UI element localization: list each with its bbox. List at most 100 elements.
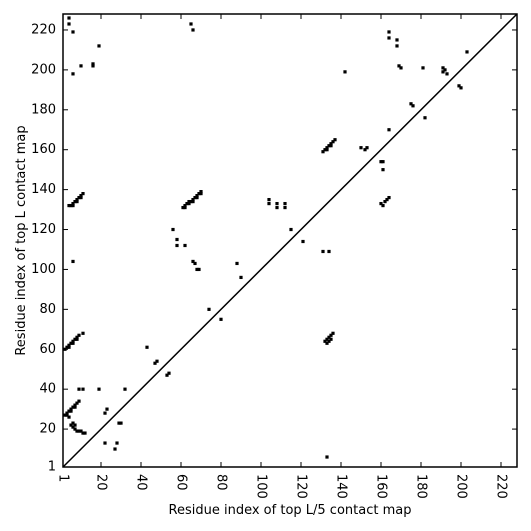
contact-point-upper xyxy=(465,50,469,54)
contact-point-upper xyxy=(195,195,199,200)
contact-point-upper xyxy=(385,197,389,202)
contact-point-upper xyxy=(81,192,85,196)
contact-point-upper xyxy=(79,194,83,198)
contact-point-upper xyxy=(185,201,189,206)
contact-point-lower xyxy=(83,431,87,435)
contact-point-lower xyxy=(77,333,81,337)
contact-point-lower xyxy=(71,421,75,425)
y-tick-label: 100 xyxy=(31,262,56,277)
contact-point-upper xyxy=(333,138,337,142)
contact-point-upper xyxy=(387,36,391,40)
y-tick-label: 80 xyxy=(39,302,56,317)
contact-point-upper xyxy=(329,142,333,146)
contact-point-upper xyxy=(67,22,71,26)
contact-point-upper xyxy=(189,199,193,204)
contact-point-upper xyxy=(275,201,279,206)
contact-point-upper xyxy=(397,64,401,68)
contact-point-upper xyxy=(395,38,399,42)
contact-point-lower xyxy=(73,427,77,431)
x-tick-label: 100 xyxy=(254,474,269,499)
contact-point-upper xyxy=(187,201,191,206)
contact-point-upper xyxy=(67,16,71,20)
contact-point-upper xyxy=(175,237,179,242)
contact-point-upper xyxy=(191,28,195,32)
contact-point-upper xyxy=(71,259,75,264)
contact-point-upper xyxy=(189,22,193,26)
contact-point-upper xyxy=(387,30,391,34)
contact-point-upper xyxy=(183,203,187,208)
contact-point-lower xyxy=(73,405,77,409)
contact-point-lower xyxy=(207,307,211,311)
contact-point-lower xyxy=(73,337,77,341)
contact-point-upper xyxy=(441,70,445,74)
contact-point-lower xyxy=(123,387,127,391)
contact-point-upper xyxy=(197,267,201,272)
contact-point-upper xyxy=(75,199,79,204)
contact-point-upper xyxy=(381,160,385,164)
contact-point-lower xyxy=(97,387,101,391)
contact-point-lower xyxy=(77,429,81,433)
x-tick-label: 140 xyxy=(334,474,349,499)
contact-point-upper xyxy=(365,146,369,150)
contact-point-lower xyxy=(81,387,85,391)
contact-point-upper xyxy=(199,192,203,196)
contact-point-upper xyxy=(71,203,75,208)
contact-point-lower xyxy=(69,407,73,411)
x-tick-label: 20 xyxy=(94,474,109,491)
contact-point-upper xyxy=(187,199,191,204)
y-tick-label: 140 xyxy=(31,182,56,197)
x-tick-label: 80 xyxy=(214,474,229,491)
contact-point-lower xyxy=(103,411,107,415)
y-tick-label: 220 xyxy=(31,22,56,37)
contact-point-upper xyxy=(195,194,199,198)
contact-point-upper xyxy=(191,259,195,264)
contact-point-upper xyxy=(199,190,203,194)
contact-point-lower xyxy=(325,455,329,459)
contact-point-upper xyxy=(239,275,243,280)
contact-point-lower xyxy=(67,409,71,413)
y-tick-label: 1 xyxy=(48,460,56,475)
contact-point-lower xyxy=(67,343,71,347)
contact-point-lower xyxy=(77,387,81,391)
contact-point-lower xyxy=(65,411,69,415)
y-tick-label: 200 xyxy=(31,62,56,77)
contact-point-lower xyxy=(75,337,79,341)
contact-point-upper xyxy=(323,148,327,152)
contact-point-upper xyxy=(387,195,391,200)
contact-point-upper xyxy=(171,227,175,232)
contact-point-lower xyxy=(71,405,75,409)
contact-point-lower xyxy=(103,441,107,445)
x-tick-label: 220 xyxy=(494,474,509,499)
contact-point-lower xyxy=(75,429,79,433)
contact-point-upper xyxy=(71,72,75,76)
x-axis-label: Residue index of top L/5 contact map xyxy=(169,503,412,518)
y-tick-label: 60 xyxy=(39,342,56,357)
contact-point-upper xyxy=(195,267,199,272)
x-axis-ticks: 1 20 40 60 80 100 120 140 160 180 200 220 xyxy=(56,14,509,499)
contact-point-upper xyxy=(267,201,271,206)
contact-point-upper xyxy=(71,30,75,34)
contact-point-lower xyxy=(67,345,71,349)
contact-point-lower xyxy=(165,373,169,377)
contact-point-upper xyxy=(321,150,325,154)
y-axis-label: Residue index of top L contact map xyxy=(14,125,29,355)
contact-point-upper xyxy=(79,195,83,200)
contact-point-upper xyxy=(343,70,347,74)
contact-point-upper xyxy=(443,68,447,72)
contact-point-upper xyxy=(235,261,239,266)
contact-point-upper xyxy=(441,66,445,70)
contact-point-lower xyxy=(77,399,81,403)
contact-point-lower xyxy=(153,361,157,365)
contact-point-upper xyxy=(459,86,463,90)
contact-point-lower xyxy=(167,371,171,375)
contact-point-upper xyxy=(289,227,293,232)
contact-point-lower xyxy=(323,339,327,343)
contact-point-upper xyxy=(181,205,185,210)
contact-point-lower xyxy=(117,421,121,425)
contact-point-lower xyxy=(73,423,77,427)
contact-point-upper xyxy=(409,102,413,106)
y-tick-label: 120 xyxy=(31,222,56,237)
contact-point-upper xyxy=(381,168,385,172)
